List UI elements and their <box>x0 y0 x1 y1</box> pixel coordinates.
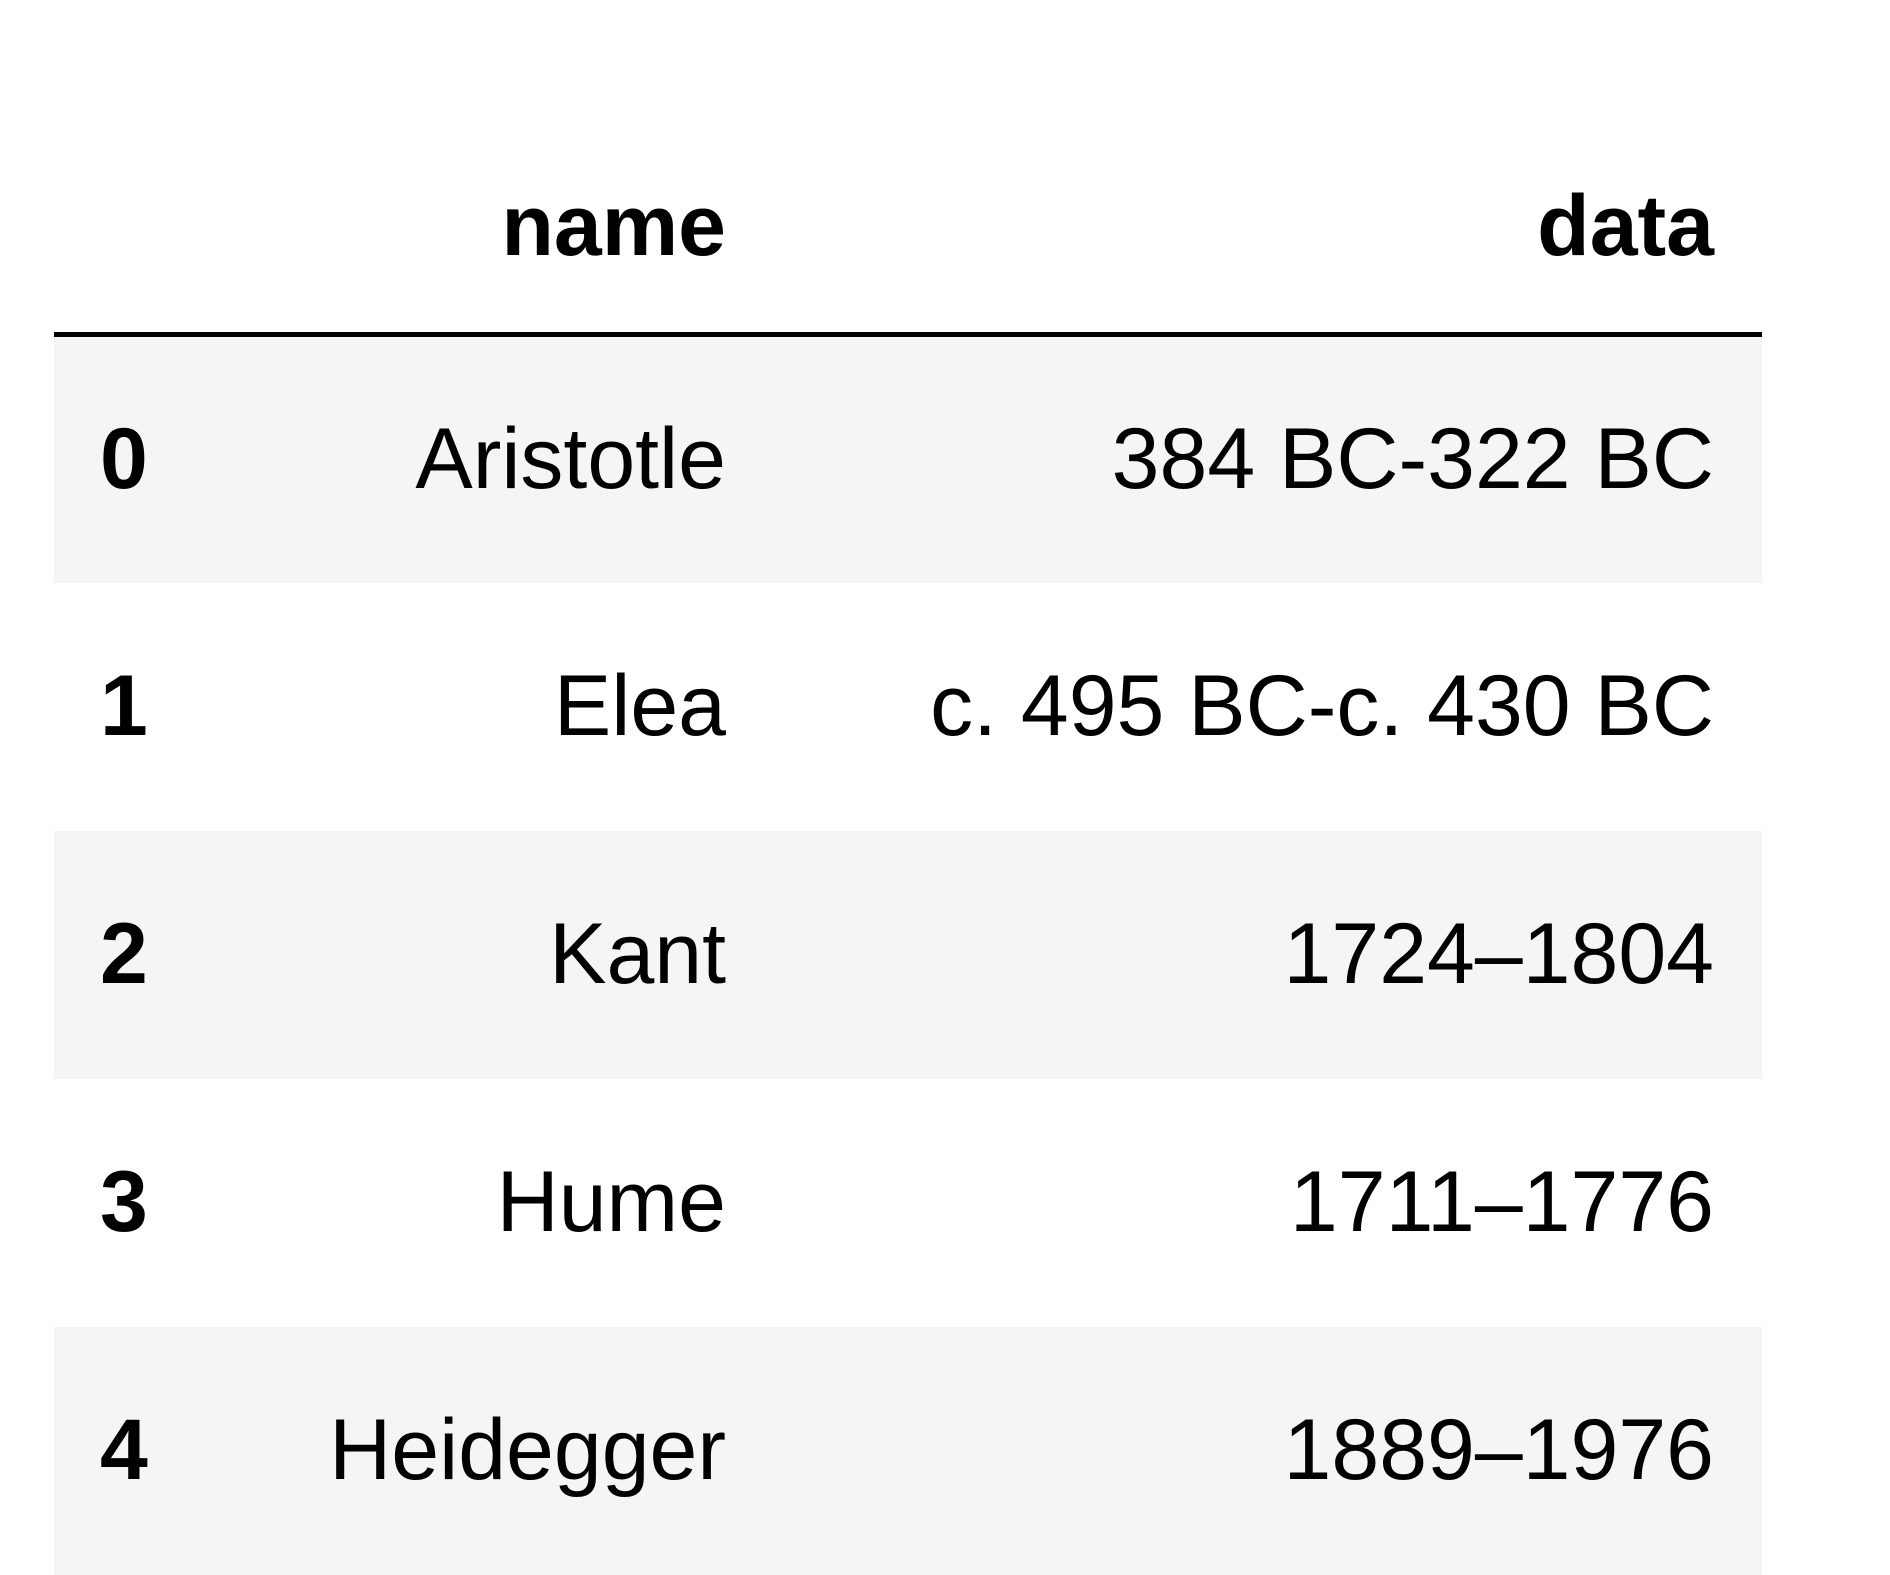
cell-name: Hume <box>496 1154 726 1250</box>
table-row: 3 Hume 1711–1776 <box>54 1079 1762 1327</box>
table-header: name data <box>54 120 1762 337</box>
column-header-data: data <box>774 120 1762 337</box>
table-body: 0 Aristotle 384 BC-322 BC 1 Elea c. 495 … <box>54 334 1762 1575</box>
table-row: 2 Kant 1724–1804 <box>54 830 1762 1079</box>
dataframe-output: name data 0 Aristotle 384 BC-322 BC 1 El… <box>54 120 1762 1575</box>
cell-data: 1711–1776 <box>1289 1154 1714 1250</box>
cell-name: Kant <box>549 906 726 1002</box>
header-row: name data <box>54 120 1762 337</box>
cell-data: 1889–1976 <box>1283 1402 1714 1498</box>
dataframe-table: name data 0 Aristotle 384 BC-322 BC 1 El… <box>54 120 1762 1575</box>
row-index: 4 <box>100 1402 148 1498</box>
row-index: 0 <box>100 411 148 508</box>
row-index: 2 <box>100 906 148 1002</box>
cell-name: Aristotle <box>415 411 726 508</box>
cell-data: 384 BC-322 BC <box>1111 411 1714 508</box>
table-row: 1 Elea c. 495 BC-c. 430 BC <box>54 583 1762 831</box>
cell-name: Heidegger <box>329 1402 726 1498</box>
cell-name: Elea <box>553 658 726 754</box>
row-index: 3 <box>100 1154 148 1250</box>
row-index: 1 <box>100 658 148 754</box>
table-row: 0 Aristotle 384 BC-322 BC <box>54 334 1762 583</box>
column-header-name: name <box>199 120 774 337</box>
table-row: 4 Heidegger 1889–1976 <box>54 1326 1762 1575</box>
cell-data: 1724–1804 <box>1283 906 1714 1002</box>
index-header <box>54 120 199 337</box>
cell-data: c. 495 BC-c. 430 BC <box>930 658 1714 754</box>
